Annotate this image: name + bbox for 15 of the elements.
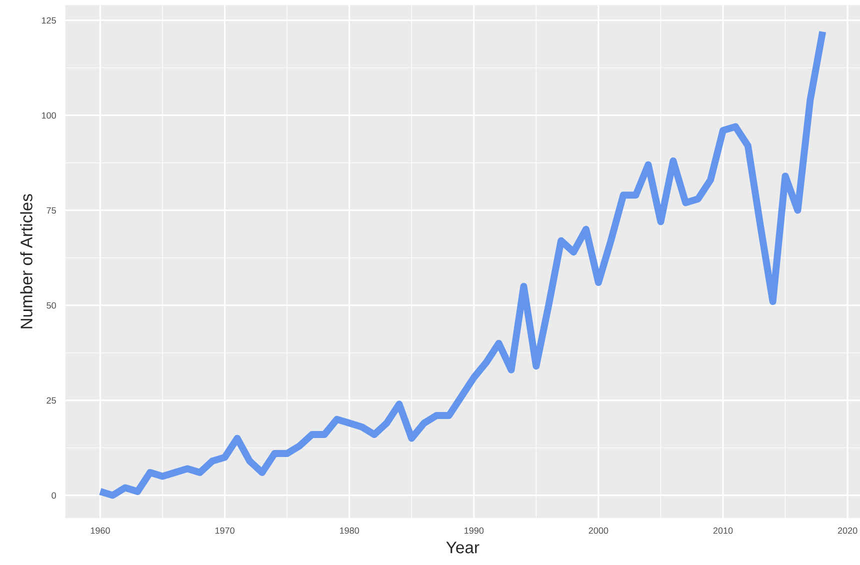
y-axis-title: Number of Articles — [20, 194, 32, 328]
y-tick-label: 125 — [42, 17, 56, 24]
y-tick-label: 50 — [46, 302, 56, 309]
x-tick-label: 1970 — [215, 527, 234, 534]
x-axis-title: Year — [446, 542, 480, 554]
x-tick-label: 2020 — [838, 527, 858, 534]
x-tick-label: 1980 — [340, 527, 360, 534]
x-tick-label: 1960 — [90, 527, 110, 534]
y-tick-label: 75 — [46, 207, 56, 214]
x-tick-label: 1990 — [464, 527, 484, 534]
x-tick-label: 2010 — [713, 527, 733, 534]
x-tick-label: 2000 — [588, 527, 608, 534]
y-tick-label: 25 — [46, 397, 56, 404]
y-tick-label: 100 — [42, 112, 56, 119]
y-tick-label: 0 — [52, 492, 56, 499]
